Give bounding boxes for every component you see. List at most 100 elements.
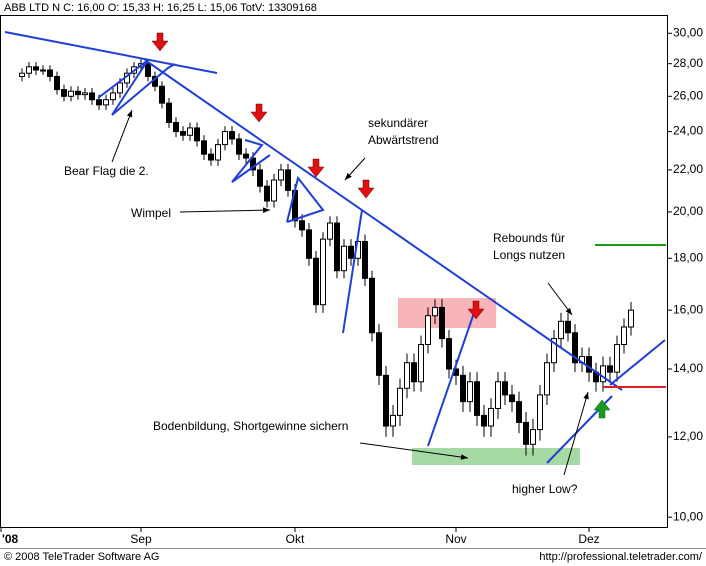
annotation: Rebounds für <box>493 231 565 245</box>
candle-body <box>502 381 508 396</box>
candle-body <box>40 69 46 72</box>
candle-body <box>61 89 67 97</box>
candle-body <box>341 245 347 272</box>
candle-body <box>271 179 277 202</box>
sell-arrow <box>250 103 268 123</box>
sell-arrow <box>357 179 375 199</box>
candle-body <box>397 387 403 416</box>
candle-body <box>54 75 60 91</box>
candle-body <box>250 157 256 171</box>
candle-body <box>173 121 179 133</box>
candle-body <box>285 169 291 191</box>
candle-body <box>89 92 95 101</box>
buy-arrow <box>593 399 611 419</box>
candle-body <box>103 99 109 106</box>
candle-body <box>117 82 123 94</box>
candle-body <box>572 332 578 364</box>
candle-body <box>264 185 270 202</box>
y-tick-label: 22,00 <box>673 162 703 176</box>
pointer <box>111 109 133 163</box>
trendline <box>342 209 363 334</box>
candle-body <box>243 153 249 159</box>
candle-body <box>628 309 634 328</box>
candle-body <box>551 338 557 364</box>
candle-body <box>411 362 417 383</box>
plot-frame <box>0 15 668 528</box>
candles <box>19 58 634 456</box>
candle-body <box>446 338 452 370</box>
pointer <box>344 157 366 181</box>
candle-body <box>96 99 102 106</box>
candle-body <box>33 66 39 71</box>
candle-body <box>75 90 81 96</box>
annotation: Bear Flag die 2. <box>64 164 149 178</box>
x-tick-label: Okt <box>286 532 305 546</box>
candle-body <box>537 394 543 431</box>
y-tick-label: 10,00 <box>673 509 703 523</box>
annotation: higher Low? <box>512 482 578 496</box>
candle-body <box>460 374 466 403</box>
candle-body <box>187 127 193 136</box>
candle-body <box>159 85 165 104</box>
candle-body <box>320 238 326 306</box>
candle-body <box>600 365 606 383</box>
candle-body <box>467 381 473 403</box>
candle-body <box>586 356 592 373</box>
annotation: Bodenbildung, Shortgewinne sichern <box>153 419 348 433</box>
candle-body <box>523 421 529 445</box>
candle-body <box>166 102 172 123</box>
y-tick-label: 24,00 <box>673 124 703 138</box>
y-tick-label: 26,00 <box>673 88 703 102</box>
candle-body <box>47 69 53 77</box>
header: ABB LTD N C: 16,00 O: 15,33 H: 16,25 L: … <box>4 2 317 14</box>
candle-body <box>509 394 515 403</box>
trendline <box>144 59 623 391</box>
sell-arrow <box>151 32 169 52</box>
trendlines <box>4 31 666 464</box>
candle-body <box>474 381 480 416</box>
candle-body <box>418 344 424 383</box>
x-tick-label: Nov <box>445 532 466 546</box>
candle-body <box>299 220 305 231</box>
annotation: Wimpel <box>131 206 171 220</box>
candle-body <box>488 407 494 427</box>
candle-body <box>621 326 627 346</box>
pointer <box>359 442 469 460</box>
candle-body <box>327 222 333 240</box>
candle-body <box>194 127 200 142</box>
x-tick-label: '08 <box>2 532 19 546</box>
candle-body <box>236 138 242 155</box>
annotation: Abwärtstrend <box>368 133 439 147</box>
pennant <box>286 175 325 223</box>
y-tick-label: 16,00 <box>673 302 703 316</box>
x-tick-label: Sep <box>130 532 152 546</box>
candle-body <box>278 169 284 181</box>
support-zone <box>412 448 580 465</box>
candle-body <box>180 131 186 136</box>
candle-body <box>348 245 354 259</box>
candle-body <box>215 144 221 161</box>
candle-body <box>558 320 564 340</box>
candle-body <box>222 131 228 146</box>
y-tick-label: 30,00 <box>673 25 703 39</box>
trendline <box>427 309 476 447</box>
candle-body <box>516 401 522 423</box>
candle-body <box>607 365 613 373</box>
y-tick-label: 18,00 <box>673 250 703 264</box>
candle-body <box>390 414 396 427</box>
pointers <box>111 109 589 476</box>
candle-body <box>425 315 431 346</box>
candle-body <box>201 140 207 155</box>
candle-body <box>82 92 88 96</box>
candle-body <box>544 362 550 396</box>
footer-left: © 2008 TeleTrader Software AG <box>4 551 159 563</box>
candle-body <box>145 63 151 77</box>
candle-body <box>68 90 74 97</box>
sell-arrow <box>467 300 485 320</box>
annotation: Longs nutzen <box>493 248 565 262</box>
footer-right: http://professional.teletrader.com/ <box>539 551 703 563</box>
trendline <box>4 31 218 74</box>
